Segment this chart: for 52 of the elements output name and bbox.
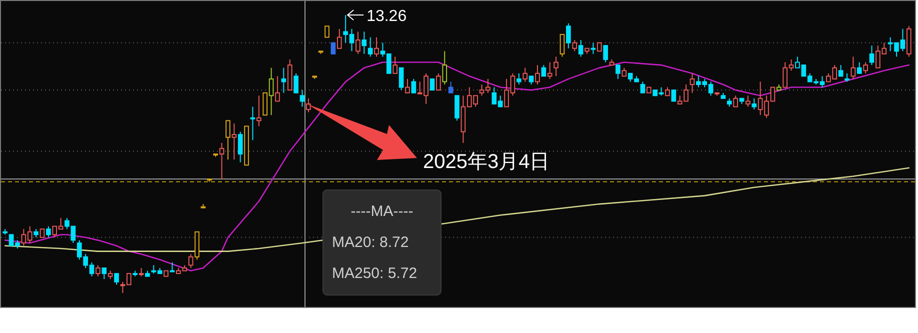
candlestick [554, 56, 558, 77]
candlestick [733, 95, 738, 108]
candlestick [616, 64, 620, 80]
candlestick [405, 78, 410, 94]
candlestick [200, 204, 206, 208]
candlestick [362, 31, 367, 54]
candlestick [368, 36, 373, 58]
candlestick [838, 64, 844, 77]
candlestick [398, 67, 404, 91]
candlestick [516, 72, 522, 85]
candlestick [374, 36, 379, 58]
candlestick [746, 95, 750, 108]
candlestick [856, 62, 862, 74]
annotation: ----MA---- [350, 203, 414, 220]
candlestick [850, 56, 856, 80]
candlestick [572, 40, 578, 52]
candlestick [752, 98, 757, 110]
candlestick [863, 62, 868, 74]
candlestick [541, 64, 546, 77]
candlestick [578, 40, 584, 58]
annotation: MA20: 8.72 [332, 234, 409, 251]
candlestick [356, 31, 360, 54]
candlestick [411, 78, 416, 94]
candlestick [330, 42, 336, 54]
candlestick [671, 90, 676, 102]
candlestick [547, 62, 552, 80]
candlestick [392, 56, 398, 74]
candlestick [535, 64, 540, 85]
candlestick [238, 131, 243, 163]
annotation: 13.26 [366, 8, 407, 25]
candlestick [869, 45, 874, 66]
candlestick [306, 98, 311, 113]
candlestick [96, 264, 100, 277]
candlestick [102, 267, 107, 280]
candlestick [566, 22, 571, 49]
candlestick [640, 81, 646, 94]
candlestick [324, 26, 330, 38]
candlestick [560, 34, 565, 58]
candlestick [522, 67, 528, 82]
candlestick [448, 81, 454, 94]
candlestick [430, 78, 435, 91]
candlestick [690, 72, 695, 94]
candlestick [336, 28, 342, 49]
candlestick [300, 90, 305, 108]
candlestick [46, 226, 51, 238]
annotation: 2025年3月4日 [423, 151, 550, 173]
candlestick [294, 72, 298, 94]
annotation: MA250: 5.72 [332, 265, 418, 282]
candlestick [454, 95, 460, 122]
candlestick [114, 273, 119, 286]
candlestick [281, 67, 286, 94]
candlestick [603, 45, 608, 63]
